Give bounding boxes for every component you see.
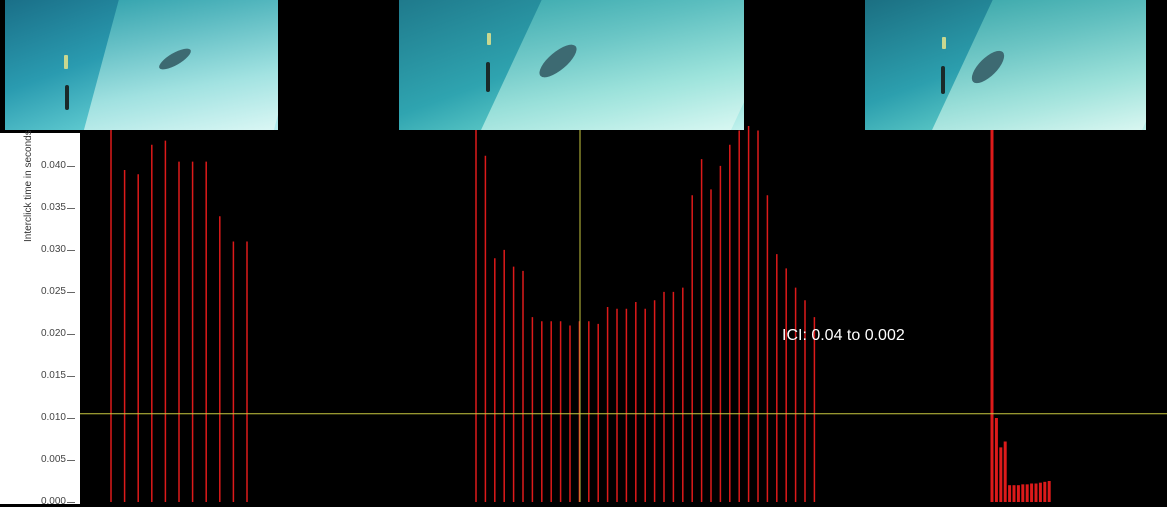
y-tick-label: 0.005: [40, 453, 66, 465]
video-frame-3: [865, 0, 1146, 130]
y-tick-mark: [67, 459, 75, 461]
y-tick-mark: [67, 333, 75, 335]
y-tick-mark: [67, 417, 75, 419]
y-tick-label: 0.035: [40, 201, 66, 213]
y-tick-label: 0.040: [40, 159, 66, 171]
y-axis-panel: [0, 133, 80, 504]
y-tick-mark: [67, 165, 75, 167]
y-tick-mark: [67, 207, 75, 209]
y-tick-mark: [67, 291, 75, 293]
y-tick-label: 0.015: [40, 369, 66, 381]
y-tick-label: 0.020: [40, 327, 66, 339]
video-frame-2: [399, 0, 744, 130]
y-tick-mark: [67, 375, 75, 377]
y-tick-mark: [67, 249, 75, 251]
ici-annotation: ICI: 0.04 to 0.002: [782, 327, 905, 344]
y-tick-mark: [67, 502, 75, 503]
y-tick-label: 0.025: [40, 285, 66, 297]
y-tick-label: 0.010: [40, 411, 66, 423]
y-tick-label: 0.030: [40, 243, 66, 255]
video-frame-1: [5, 0, 278, 130]
y-tick-label: 0.000: [40, 496, 66, 507]
